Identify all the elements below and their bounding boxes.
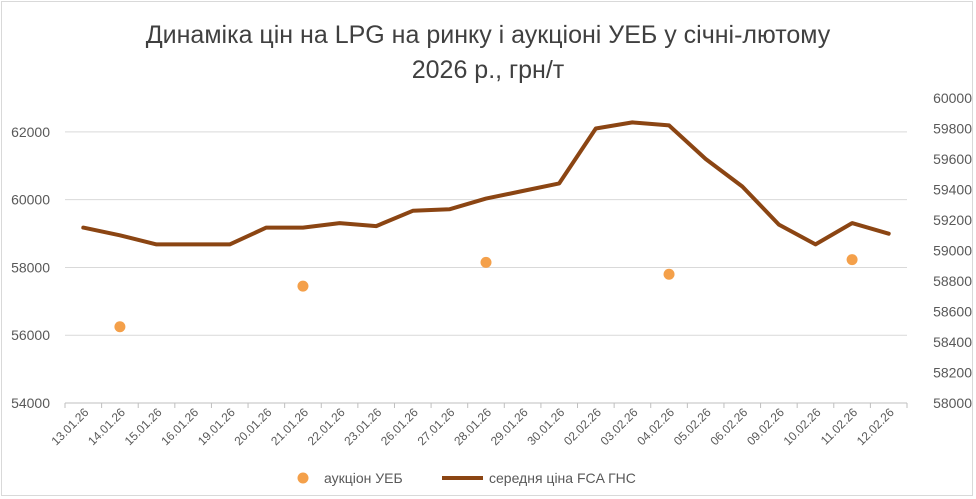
x-tick-label: 12.02.26 <box>854 405 897 448</box>
left-tick-label: 56000 <box>11 327 50 343</box>
x-tick-label: 22.01.26 <box>305 405 348 448</box>
x-tick-label: 11.02.26 <box>818 405 861 448</box>
right-tick-label: 59200 <box>933 212 972 228</box>
right-tick-label: 59600 <box>933 151 972 167</box>
x-tick-label: 28.01.26 <box>451 405 494 448</box>
right-y-axis: 58000 58200 58400 58600 58800 59000 59200 59400… <box>933 90 972 411</box>
x-tick-label: 02.02.26 <box>561 405 604 448</box>
series-layer <box>81 120 891 333</box>
scatter-point-ueb <box>114 321 126 333</box>
scatter-point-ueb <box>846 254 858 266</box>
x-axis: 13.01.2614.01.2615.01.2616.01.2619.01.26… <box>48 402 908 448</box>
legend: аукціон УЕБ середня ціна FCA ГНС <box>297 470 636 486</box>
right-tick-label: 59000 <box>933 243 972 259</box>
x-tick-label: 03.02.26 <box>598 405 641 448</box>
series-line-fca <box>81 120 891 247</box>
right-tick-label: 60000 <box>933 90 972 106</box>
left-y-axis: 54000 56000 58000 60000 62000 <box>11 124 50 411</box>
right-tick-label: 59800 <box>933 121 972 137</box>
x-tick-label: 29.01.26 <box>488 405 531 448</box>
legend-marker-ueb <box>297 472 309 484</box>
x-tick-label: 20.01.26 <box>232 405 275 448</box>
right-tick-label: 58600 <box>933 304 972 320</box>
left-tick-label: 62000 <box>11 124 50 140</box>
x-tick-label: 10.02.26 <box>781 405 824 448</box>
right-tick-label: 58200 <box>933 365 972 381</box>
chart-title-line-1: Динаміка цін на LPG на ринку і аукціоні … <box>145 21 831 49</box>
x-tick-label: 15.01.26 <box>122 405 165 448</box>
scatter-point-ueb <box>297 280 309 292</box>
scatter-point-ueb <box>663 268 675 280</box>
x-tick-label: 14.01.26 <box>85 405 128 448</box>
left-tick-label: 60000 <box>11 192 50 208</box>
right-tick-label: 59400 <box>933 182 972 198</box>
x-tick-label: 26.01.26 <box>378 405 421 448</box>
x-tick-label: 21.01.26 <box>268 405 311 448</box>
x-tick-label: 13.01.26 <box>48 405 91 448</box>
legend-label-ueb: аукціон УЕБ <box>324 470 403 486</box>
x-tick-label: 04.02.26 <box>634 405 677 448</box>
chart-title: Динаміка цін на LPG на ринку і аукціоні … <box>0 18 976 88</box>
x-tick-label: 27.01.26 <box>415 405 458 448</box>
x-tick-label: 16.01.26 <box>158 405 201 448</box>
legend-label-fca: середня ціна FCA ГНС <box>489 470 636 486</box>
chart-title-line-2: 2026 р., грн/т <box>411 56 565 84</box>
right-tick-label: 58000 <box>933 395 972 411</box>
x-tick-label: 19.01.26 <box>195 405 238 448</box>
x-tick-label: 30.01.26 <box>524 405 567 448</box>
x-tick-label: 23.01.26 <box>341 405 384 448</box>
x-tick-label: 06.02.26 <box>707 405 750 448</box>
x-tick-label: 05.02.26 <box>671 405 714 448</box>
scatter-point-ueb <box>480 256 492 268</box>
left-tick-label: 58000 <box>11 259 50 275</box>
right-tick-label: 58800 <box>933 273 972 289</box>
x-tick-label: 09.02.26 <box>744 405 787 448</box>
right-tick-label: 58400 <box>933 334 972 350</box>
left-tick-label: 54000 <box>11 395 50 411</box>
